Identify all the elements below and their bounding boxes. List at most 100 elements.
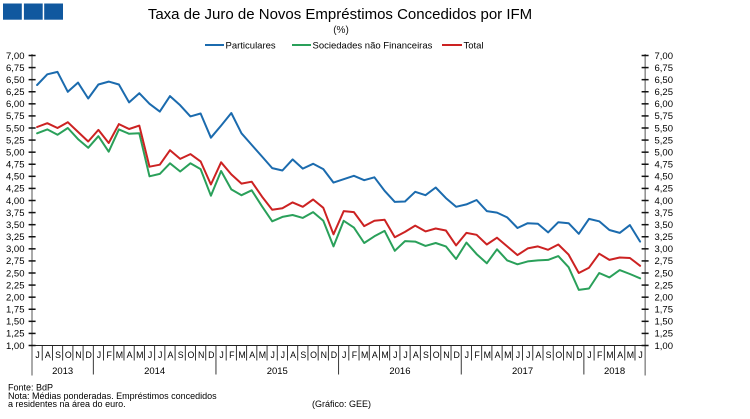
svg-text:M: M bbox=[484, 350, 491, 360]
svg-text:(%): (%) bbox=[333, 25, 349, 36]
svg-text:J: J bbox=[526, 350, 530, 360]
svg-text:S: S bbox=[546, 350, 552, 360]
svg-text:A: A bbox=[535, 350, 541, 360]
svg-text:F: F bbox=[474, 350, 480, 360]
svg-text:4,50: 4,50 bbox=[6, 172, 25, 183]
svg-text:Particulares: Particulares bbox=[226, 41, 276, 52]
svg-text:a residentes na área do euro.: a residentes na área do euro. bbox=[8, 399, 126, 409]
svg-text:J: J bbox=[158, 350, 162, 360]
svg-text:5,00: 5,00 bbox=[655, 147, 674, 158]
svg-text:J: J bbox=[403, 350, 407, 360]
svg-text:Sociedades não Financeiras: Sociedades não Financeiras bbox=[313, 41, 433, 52]
svg-text:Total: Total bbox=[464, 41, 484, 52]
svg-text:2,00: 2,00 bbox=[6, 292, 25, 303]
svg-text:M: M bbox=[627, 350, 634, 360]
svg-text:N: N bbox=[566, 350, 572, 360]
svg-text:D: D bbox=[86, 350, 92, 360]
svg-text:4,25: 4,25 bbox=[6, 184, 25, 195]
svg-text:J: J bbox=[587, 350, 591, 360]
svg-text:7,00: 7,00 bbox=[655, 51, 674, 62]
svg-text:2,75: 2,75 bbox=[6, 256, 25, 267]
svg-text:6,75: 6,75 bbox=[655, 63, 674, 74]
svg-text:3,00: 3,00 bbox=[6, 244, 25, 255]
svg-text:5,00: 5,00 bbox=[6, 147, 25, 158]
svg-text:6,25: 6,25 bbox=[6, 87, 25, 98]
svg-text:S: S bbox=[178, 350, 184, 360]
svg-text:2013: 2013 bbox=[52, 366, 73, 377]
svg-text:S: S bbox=[300, 350, 306, 360]
svg-text:J: J bbox=[35, 350, 39, 360]
svg-text:5,50: 5,50 bbox=[655, 123, 674, 134]
svg-text:N: N bbox=[75, 350, 81, 360]
svg-text:3,25: 3,25 bbox=[655, 232, 674, 243]
svg-text:O: O bbox=[65, 350, 72, 360]
svg-text:A: A bbox=[617, 350, 623, 360]
svg-text:2016: 2016 bbox=[389, 366, 410, 377]
svg-text:M: M bbox=[361, 350, 368, 360]
svg-text:O: O bbox=[433, 350, 440, 360]
svg-text:4,00: 4,00 bbox=[6, 196, 25, 207]
svg-text:A: A bbox=[495, 350, 501, 360]
svg-text:3,25: 3,25 bbox=[6, 232, 25, 243]
svg-text:2,50: 2,50 bbox=[6, 268, 25, 279]
svg-text:5,75: 5,75 bbox=[6, 111, 25, 122]
svg-text:5,75: 5,75 bbox=[655, 111, 674, 122]
svg-text:(Gráfico: GEE): (Gráfico: GEE) bbox=[312, 399, 371, 409]
svg-text:M: M bbox=[116, 350, 123, 360]
svg-text:4,25: 4,25 bbox=[655, 184, 674, 195]
svg-text:D: D bbox=[576, 350, 582, 360]
svg-text:2,25: 2,25 bbox=[655, 280, 674, 291]
svg-text:4,75: 4,75 bbox=[6, 160, 25, 171]
svg-text:3,00: 3,00 bbox=[655, 244, 674, 255]
svg-text:J: J bbox=[465, 350, 469, 360]
svg-text:5,25: 5,25 bbox=[655, 135, 674, 146]
svg-text:2,25: 2,25 bbox=[6, 280, 25, 291]
svg-text:S: S bbox=[55, 350, 61, 360]
svg-text:O: O bbox=[555, 350, 562, 360]
svg-text:N: N bbox=[443, 350, 449, 360]
svg-text:7,00: 7,00 bbox=[6, 51, 25, 62]
svg-text:Taxa de Juro de Novos Emprésti: Taxa de Juro de Novos Empréstimos Conced… bbox=[148, 6, 532, 23]
svg-text:J: J bbox=[219, 350, 223, 360]
svg-text:2,00: 2,00 bbox=[655, 292, 674, 303]
svg-text:N: N bbox=[198, 350, 204, 360]
svg-text:5,25: 5,25 bbox=[6, 135, 25, 146]
svg-text:6,25: 6,25 bbox=[655, 87, 674, 98]
svg-text:M: M bbox=[259, 350, 266, 360]
svg-text:J: J bbox=[516, 350, 520, 360]
svg-text:6,75: 6,75 bbox=[6, 63, 25, 74]
svg-text:2017: 2017 bbox=[512, 366, 533, 377]
svg-text:4,75: 4,75 bbox=[655, 160, 674, 171]
svg-text:J: J bbox=[281, 350, 285, 360]
svg-text:J: J bbox=[638, 350, 642, 360]
svg-text:A: A bbox=[127, 350, 133, 360]
svg-text:1,50: 1,50 bbox=[655, 317, 674, 328]
svg-text:J: J bbox=[97, 350, 101, 360]
svg-text:A: A bbox=[45, 350, 51, 360]
svg-text:1,25: 1,25 bbox=[655, 329, 674, 340]
svg-text:A: A bbox=[413, 350, 419, 360]
svg-text:3,75: 3,75 bbox=[655, 208, 674, 219]
svg-text:2,50: 2,50 bbox=[655, 268, 674, 279]
svg-text:N: N bbox=[321, 350, 327, 360]
svg-text:M: M bbox=[136, 350, 143, 360]
svg-text:4,00: 4,00 bbox=[655, 196, 674, 207]
svg-text:3,75: 3,75 bbox=[6, 208, 25, 219]
svg-text:A: A bbox=[168, 350, 174, 360]
svg-text:3,50: 3,50 bbox=[6, 220, 25, 231]
svg-text:1,00: 1,00 bbox=[6, 341, 25, 352]
svg-text:6,00: 6,00 bbox=[655, 99, 674, 110]
svg-text:F: F bbox=[106, 350, 112, 360]
svg-text:D: D bbox=[453, 350, 459, 360]
svg-text:2,75: 2,75 bbox=[655, 256, 674, 267]
svg-text:J: J bbox=[270, 350, 274, 360]
svg-text:1,50: 1,50 bbox=[6, 317, 25, 328]
svg-text:O: O bbox=[187, 350, 194, 360]
svg-text:3,50: 3,50 bbox=[655, 220, 674, 231]
svg-text:2014: 2014 bbox=[144, 366, 165, 377]
svg-text:Fonte: BdP: Fonte: BdP bbox=[8, 383, 53, 393]
svg-text:6,50: 6,50 bbox=[6, 75, 25, 86]
svg-text:D: D bbox=[331, 350, 337, 360]
svg-text:1,75: 1,75 bbox=[6, 305, 25, 316]
svg-text:J: J bbox=[342, 350, 346, 360]
